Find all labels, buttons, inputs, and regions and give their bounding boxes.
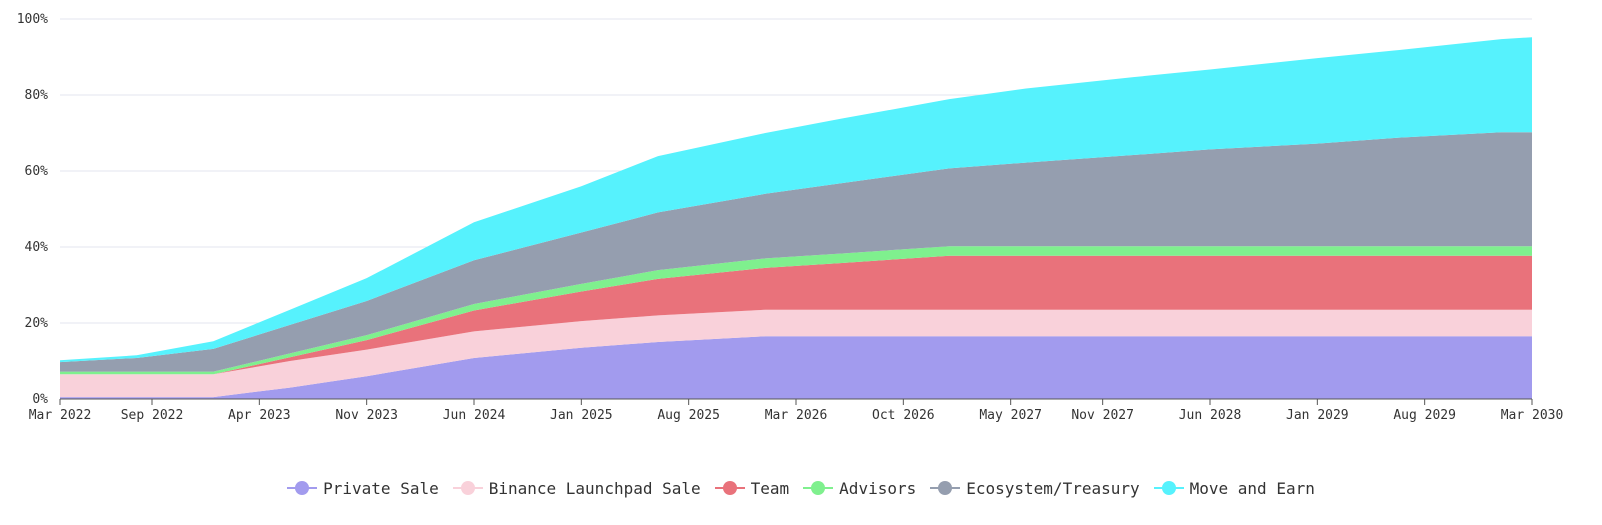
area-chart: Mar 2022 Sep 2022 Apr 2023 Nov 2023 Jun 2024… bbox=[17, 12, 1564, 423]
y-tick-label: 40% bbox=[25, 240, 49, 255]
legend-label: Binance Launchpad Sale bbox=[488, 478, 701, 498]
legend-label: Team bbox=[750, 478, 790, 498]
x-tick-label: May 2027 bbox=[979, 408, 1042, 423]
y-axis: 0% 20% 40% 60% 80% 100% bbox=[17, 12, 48, 407]
x-tick-label: Mar 2026 bbox=[765, 408, 828, 423]
x-tick-label: Nov 2023 bbox=[335, 408, 398, 423]
legend-swatch bbox=[930, 481, 961, 495]
area-private-sale bbox=[60, 336, 1532, 399]
area-binance-launchpad-sale bbox=[60, 309, 1532, 398]
x-tick-label: Jun 2024 bbox=[443, 408, 506, 423]
x-tick-label: Oct 2026 bbox=[872, 408, 935, 423]
y-tick-label: 20% bbox=[25, 316, 49, 331]
legend-label: Ecosystem/Treasury bbox=[966, 478, 1140, 498]
legend-swatch bbox=[714, 481, 745, 495]
area-series bbox=[60, 37, 1532, 399]
x-tick-label: Nov 2027 bbox=[1071, 408, 1134, 423]
legend-item[interactable]: Team bbox=[714, 478, 790, 498]
legend-swatch bbox=[287, 481, 318, 495]
x-tick-label: Apr 2023 bbox=[228, 408, 291, 423]
legend: Private Sale Binance Launchpad Sale Team Ad… bbox=[0, 474, 1602, 502]
x-tick-label: Mar 2022 bbox=[29, 408, 92, 423]
area-team bbox=[60, 255, 1532, 375]
x-tick-label: Jun 2028 bbox=[1179, 408, 1242, 423]
x-tick-label: Mar 2030 bbox=[1501, 408, 1564, 423]
area-ecosystem-treasury bbox=[60, 132, 1532, 372]
x-tick-label: Aug 2029 bbox=[1393, 408, 1456, 423]
y-tick-label: 100% bbox=[17, 12, 48, 27]
legend-swatch bbox=[452, 481, 483, 495]
y-tick-label: 0% bbox=[32, 392, 48, 407]
x-tick-label: Jan 2025 bbox=[550, 408, 613, 423]
area-move-and-earn bbox=[60, 37, 1532, 363]
legend-item[interactable]: Ecosystem/Treasury bbox=[930, 478, 1140, 498]
legend-item[interactable]: Private Sale bbox=[287, 479, 439, 498]
legend-label: Move and Earn bbox=[1189, 478, 1315, 498]
legend-label: Advisors bbox=[839, 478, 917, 498]
y-tick-label: 80% bbox=[25, 88, 49, 103]
legend-item[interactable]: Advisors bbox=[803, 479, 916, 498]
x-axis: Mar 2022 Sep 2022 Apr 2023 Nov 2023 Jun 2024… bbox=[29, 398, 1564, 423]
x-tick-label: Jan 2029 bbox=[1286, 408, 1349, 423]
legend-item[interactable]: Binance Launchpad Sale bbox=[452, 478, 701, 498]
x-tick-label: Aug 2025 bbox=[657, 408, 720, 423]
y-tick-label: 60% bbox=[25, 164, 49, 179]
legend-swatch bbox=[1153, 481, 1184, 495]
legend-item[interactable]: Move and Earn bbox=[1153, 478, 1315, 498]
legend-swatch bbox=[803, 481, 834, 495]
x-tick-label: Sep 2022 bbox=[121, 408, 184, 423]
legend-label: Private Sale bbox=[323, 478, 439, 498]
